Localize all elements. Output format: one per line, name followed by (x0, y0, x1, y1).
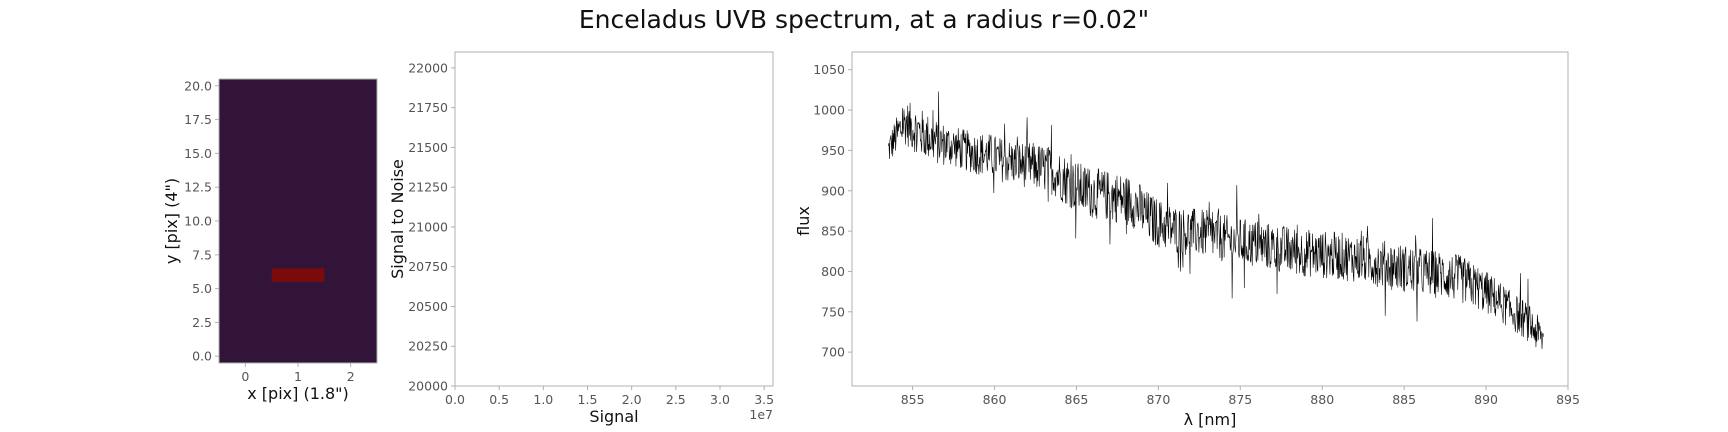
spectrum-xtick-label: 870 (1146, 392, 1170, 407)
snr-ytick-label: 22000 (408, 60, 448, 75)
spectrum-ytick-label: 1050 (813, 62, 845, 77)
snr-yticks: 20000 20250 20500 20750 21000 21250 21500 21750… (408, 60, 455, 394)
image-highlight-pixel (271, 268, 325, 282)
image-xticks: 0 1 2 (241, 363, 355, 384)
image-background (219, 79, 377, 363)
image-xtick-label: 2 (347, 369, 355, 384)
spectrum-xtick-label: 895 (1556, 392, 1580, 407)
spectrum-xtick-label: 855 (901, 392, 925, 407)
spectrum-ytick-label: 900 (821, 183, 845, 198)
snr-ytick-label: 21500 (408, 140, 448, 155)
image-ytick-label: 17.5 (184, 112, 212, 127)
image-xlabel: x [pix] (1.8") (247, 384, 348, 403)
snr-xtick-label: 0.5 (489, 392, 509, 407)
spectrum-line (887, 91, 1544, 349)
image-xtick-label: 0 (241, 369, 249, 384)
spectrum-xtick-label: 860 (983, 392, 1007, 407)
spectrum-ytick-label: 800 (821, 264, 845, 279)
spectrum-ytick-label: 850 (821, 224, 845, 239)
snr-xtick-label: 1.0 (533, 392, 553, 407)
snr-xtick-label: 0.0 (445, 392, 465, 407)
snr-xtick-label: 3.0 (710, 392, 730, 407)
snr-ytick-label: 21250 (408, 180, 448, 195)
spectrum-ytick-label: 1000 (813, 103, 845, 118)
image-ytick-label: 10.0 (184, 214, 212, 229)
snr-frame (454, 51, 774, 387)
spectrum-xtick-label: 865 (1065, 392, 1089, 407)
spectrum-xticks: 855 860 865 870 875 880 885 890 895 (901, 386, 1580, 407)
spectrum-ytick-label: 750 (821, 304, 845, 319)
snr-panel: 0.0 0.5 1.0 1.5 2.0 2.5 3.0 3.5 20000 20250 20500… (388, 51, 774, 426)
spectrum-ytick-label: 700 (821, 345, 845, 360)
snr-ytick-label: 20750 (408, 259, 448, 274)
spectrum-ylabel: flux (794, 206, 813, 236)
snr-ylabel: Signal to Noise (388, 159, 407, 279)
spectrum-xtick-label: 890 (1474, 392, 1498, 407)
spectrum-xtick-label: 875 (1228, 392, 1252, 407)
image-ytick-label: 7.5 (192, 247, 212, 262)
image-xtick-label: 1 (294, 369, 302, 384)
snr-ytick-label: 21000 (408, 219, 448, 234)
spectrum-xtick-label: 880 (1310, 392, 1334, 407)
figure-title: Enceladus UVB spectrum, at a radius r=0.… (579, 5, 1149, 34)
image-ytick-label: 0.0 (192, 349, 212, 364)
snr-ytick-label: 21750 (408, 100, 448, 115)
snr-xtick-label: 2.5 (666, 392, 686, 407)
spectrum-yticks: 700 750 800 850 900 950 1000 1050 (813, 62, 852, 360)
image-ytick-label: 15.0 (184, 146, 212, 161)
image-panel: 0 1 2 0.0 2.5 5.0 7.5 10.0 12.5 15.0 17.5 20.0 x [… (162, 78, 378, 403)
image-ytick-label: 12.5 (184, 180, 212, 195)
snr-ytick-label: 20500 (408, 299, 448, 314)
snr-xtick-label: 3.5 (754, 392, 774, 407)
spectrum-ytick-label: 950 (821, 143, 845, 158)
snr-xtick-label: 1.5 (578, 392, 598, 407)
snr-x-offset-label: 1e7 (749, 407, 773, 422)
snr-ytick-label: 20250 (408, 339, 448, 354)
spectrum-xlabel: λ [nm] (1184, 410, 1237, 429)
snr-ytick-label: 20000 (408, 379, 448, 394)
snr-xticks: 0.0 0.5 1.0 1.5 2.0 2.5 3.0 3.5 (445, 386, 774, 407)
image-ylabel: y [pix] (4") (162, 178, 181, 264)
image-ytick-label: 5.0 (192, 281, 212, 296)
spectrum-frame (851, 51, 1569, 387)
snr-xtick-label: 2.0 (622, 392, 642, 407)
image-ytick-label: 20.0 (184, 78, 212, 93)
spectrum-xtick-label: 885 (1392, 392, 1416, 407)
image-yticks: 0.0 2.5 5.0 7.5 10.0 12.5 15.0 17.5 20.0 (184, 78, 219, 364)
snr-xlabel: Signal (589, 407, 638, 426)
spectrum-panel: 855 860 865 870 875 880 885 890 895 700 750 800 850… (794, 51, 1580, 429)
image-ytick-label: 2.5 (192, 315, 212, 330)
